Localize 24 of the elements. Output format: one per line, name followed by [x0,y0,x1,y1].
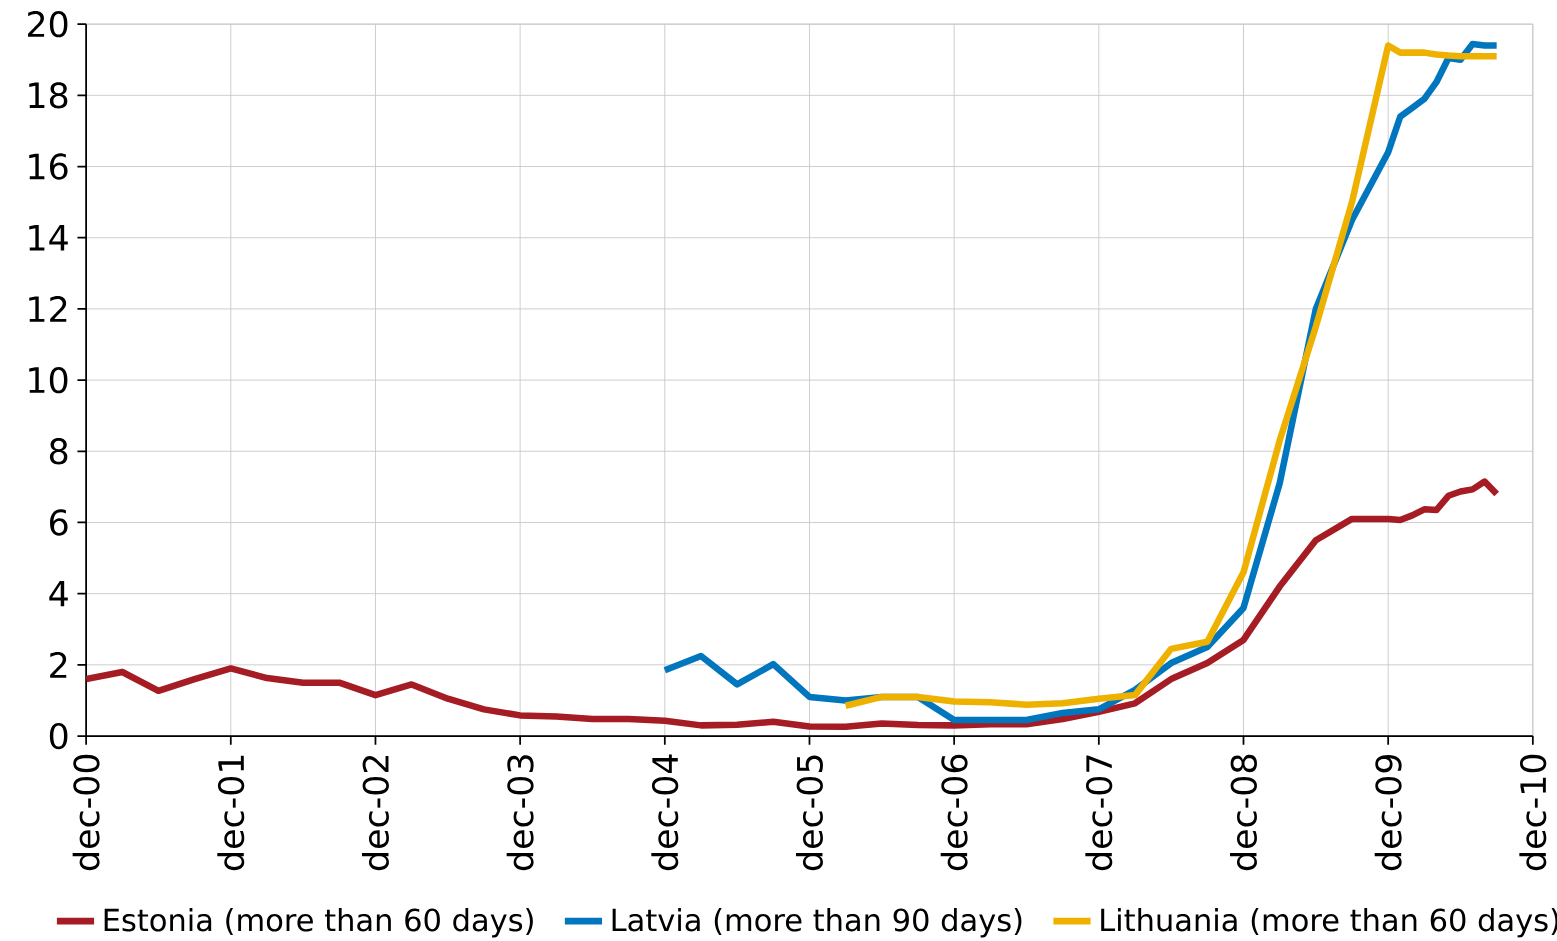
x-tick-label: dec-02 [361,755,389,871]
x-tick-label: dec-00 [72,754,100,871]
x-tick-label: dec-08 [1230,754,1257,871]
y-tick-label: 6 [50,509,68,536]
y-tick-label: 8 [49,438,68,465]
y-tick-label: 14 [29,224,68,251]
legend-label: Latvia (more than 90 days) [612,907,1022,938]
x-tick-label: dec-09 [1374,754,1402,871]
x-tick-label: dec-03 [506,755,534,871]
y-tick-label: 16 [29,153,68,180]
y-tick-label: 2 [50,651,67,678]
y-tick-label: 0 [49,722,68,750]
y-tick-label: 20 [27,10,68,38]
x-tick-label: dec-06 [940,754,968,871]
y-tick-label: 4 [49,580,68,607]
legend-label: Estonia (more than 60 days) [104,907,533,938]
x-tick-label: dec-05 [796,755,823,871]
x-tick-label: dec-10 [1519,754,1547,871]
x-tick-label: dec-04 [651,754,679,871]
x-tick-label: dec-01 [217,755,245,871]
x-tick-label: dec-07 [1085,755,1113,871]
y-tick-label: 18 [29,82,68,109]
y-tick-label: 10 [29,366,68,394]
y-tick-label: 12 [29,295,67,322]
